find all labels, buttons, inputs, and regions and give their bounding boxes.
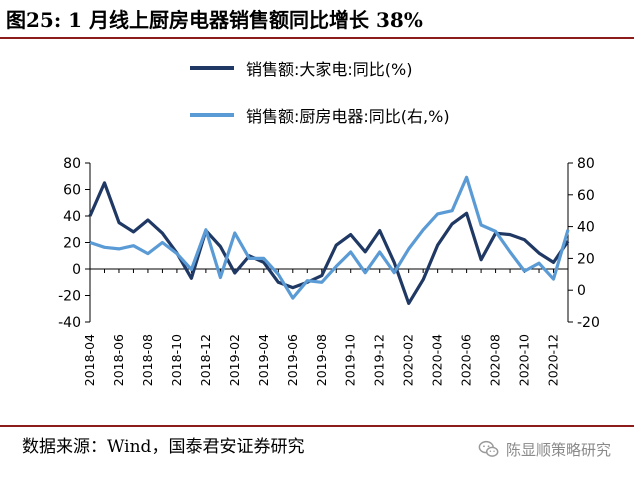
chart-title: 图25: 1 月线上厨房电器销售额同比增长 38% [6, 8, 423, 32]
source-note: 数据来源：Wind，国泰君安证券研究 [22, 437, 305, 457]
x-tick-label: 2019-02 [227, 334, 242, 386]
watermark-text: 陈显顺策略研究 [506, 440, 612, 459]
x-tick-label: 2019-12 [372, 334, 387, 386]
right-tick-label: 80 [577, 156, 595, 172]
left-tick-label: 80 [63, 156, 81, 172]
right-tick-label: -20 [577, 315, 600, 331]
series-line-1 [89, 175, 570, 300]
x-tick-label: 2020-08 [488, 334, 503, 386]
wechat-icon [478, 440, 499, 457]
legend-item-kitchen: 销售额:厨房电器:同比(右,%) [190, 105, 550, 126]
x-tick-label: 2019-04 [256, 334, 271, 386]
x-tick-label: 2019-06 [285, 334, 300, 386]
legend-swatch-kitchen [190, 113, 234, 117]
legend-item-appliances: 销售额:大家电:同比(%) [190, 58, 550, 79]
right-tick-label: 0 [577, 283, 586, 299]
series-line-0 [88, 181, 570, 305]
x-tick-label: 2020-02 [401, 334, 416, 386]
right-tick-label: 20 [577, 251, 595, 267]
watermark: 陈显顺策略研究 [478, 438, 611, 460]
legend-label-appliances: 销售额:大家电:同比(%) [246, 60, 413, 79]
x-tick-label: 2019-10 [343, 334, 358, 386]
right-tick-label: 40 [577, 220, 595, 236]
chart-legend: 销售额:大家电:同比(%) 销售额:厨房电器:同比(右,%) [190, 58, 550, 152]
x-tick-label: 2018-08 [140, 334, 155, 386]
left-tick-label: 60 [63, 183, 81, 199]
left-tick-label: 0 [72, 262, 81, 278]
x-tick-label: 2019-08 [314, 334, 329, 386]
legend-label-kitchen: 销售额:厨房电器:同比(右,%) [246, 107, 450, 126]
x-tick-label: 2020-04 [430, 334, 445, 386]
legend-swatch-appliances [190, 66, 234, 70]
x-tick-label: 2020-12 [546, 334, 561, 386]
x-tick-label: 2018-10 [169, 334, 184, 386]
x-tick-label: 2020-10 [517, 334, 532, 386]
left-tick-label: 20 [63, 236, 81, 252]
footer-rule [0, 425, 634, 427]
title-rule [0, 37, 634, 39]
left-tick-label: -40 [58, 315, 81, 331]
x-tick-label: 2018-06 [111, 334, 126, 386]
left-tick-label: -20 [58, 289, 81, 305]
x-tick-label: 2018-04 [82, 334, 97, 386]
x-tick-label: 2018-12 [198, 334, 213, 386]
left-tick-label: 40 [63, 209, 81, 225]
right-tick-label: 60 [577, 188, 595, 204]
x-tick-label: 2020-06 [459, 334, 474, 386]
